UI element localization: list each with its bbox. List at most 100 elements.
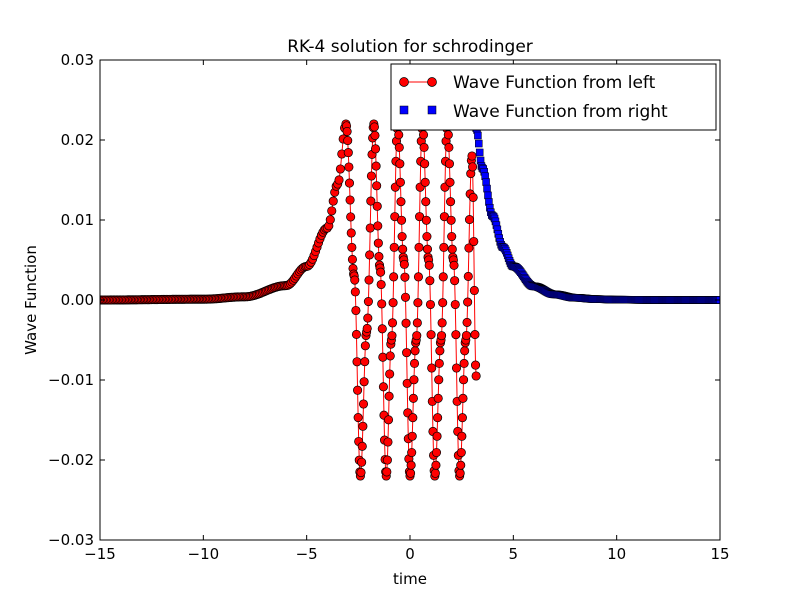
data-point [412,331,422,341]
data-point [388,298,398,308]
data-point [382,467,392,477]
data-point [444,159,454,169]
data-point [437,331,447,341]
data-point [433,393,443,403]
data-point [443,130,453,140]
y-tick-label: −0.02 [48,451,94,469]
data-point [451,330,461,340]
data-point [444,142,454,153]
data-point [412,318,422,328]
data-point [377,299,387,309]
data-point [460,346,470,356]
data-point [360,357,370,367]
data-point [335,164,345,174]
data-point [421,215,431,225]
data-point [458,375,469,385]
data-point [410,346,420,356]
y-tick-label: 0.02 [61,131,94,149]
data-point [351,329,361,340]
data-point [431,447,442,458]
data-point [456,447,466,458]
data-point [467,151,477,161]
legend-marker-left-1 [399,77,409,87]
data-point [344,162,354,172]
data-point [359,377,369,387]
data-point [347,242,357,252]
data-point [400,272,410,282]
data-point [409,358,420,369]
data-point [447,244,457,254]
data-point [345,195,355,205]
data-point [413,272,423,282]
data-point [400,292,411,302]
data-point [357,441,367,451]
data-point [446,197,456,207]
data-point [420,177,430,187]
data-point [350,275,360,285]
data-point [353,385,363,395]
data-point [430,468,440,478]
x-axis-label: time [393,570,427,588]
data-point [334,175,344,185]
data-point [376,279,386,290]
data-point [389,272,399,282]
data-point [383,437,393,447]
data-point [422,231,432,242]
data-point [434,375,444,385]
data-point [463,297,473,307]
data-point [385,351,395,361]
data-point [424,260,434,270]
data-point [447,231,457,242]
data-point [449,260,459,270]
x-tick-label: −10 [188,545,220,563]
data-point [370,130,380,140]
data-point [366,171,376,181]
data-point [352,357,362,367]
data-point [346,212,356,222]
data-point [342,126,352,137]
data-point [360,341,370,351]
data-point [344,178,355,188]
data-point [358,421,368,431]
data-point [328,196,338,206]
data-point [464,215,475,225]
data-point [432,431,442,441]
data-point [387,318,398,328]
data-point [396,215,407,225]
legend-marker-right-1 [399,105,409,115]
data-point [459,358,469,369]
data-point [347,254,357,264]
data-point [346,228,356,238]
data-point [389,242,399,252]
data-point [362,323,372,334]
data-point [475,139,483,148]
data-point [455,468,465,478]
data-point [468,192,478,202]
data-point [420,159,430,169]
data-point [456,460,466,470]
x-tick-label: 15 [710,545,729,563]
x-tick-label: 10 [607,545,626,563]
data-point [457,413,467,423]
data-point [395,159,405,169]
data-point [399,259,409,269]
data-point [365,223,375,233]
x-tick-label: −15 [84,545,116,563]
data-point [483,184,491,193]
data-point [343,148,353,158]
data-point [421,197,431,207]
legend-label-right: Wave Function from right [453,102,668,122]
data-point [482,178,490,186]
data-point [406,460,416,470]
data-point [373,238,383,248]
y-axis-label: Wave Function [22,245,40,355]
data-point [468,162,478,172]
data-point [407,447,417,458]
data-point [387,331,397,341]
data-point [446,215,456,225]
data-point [394,130,404,140]
data-point [373,221,383,231]
data-point [463,271,473,281]
data-point [425,299,436,310]
